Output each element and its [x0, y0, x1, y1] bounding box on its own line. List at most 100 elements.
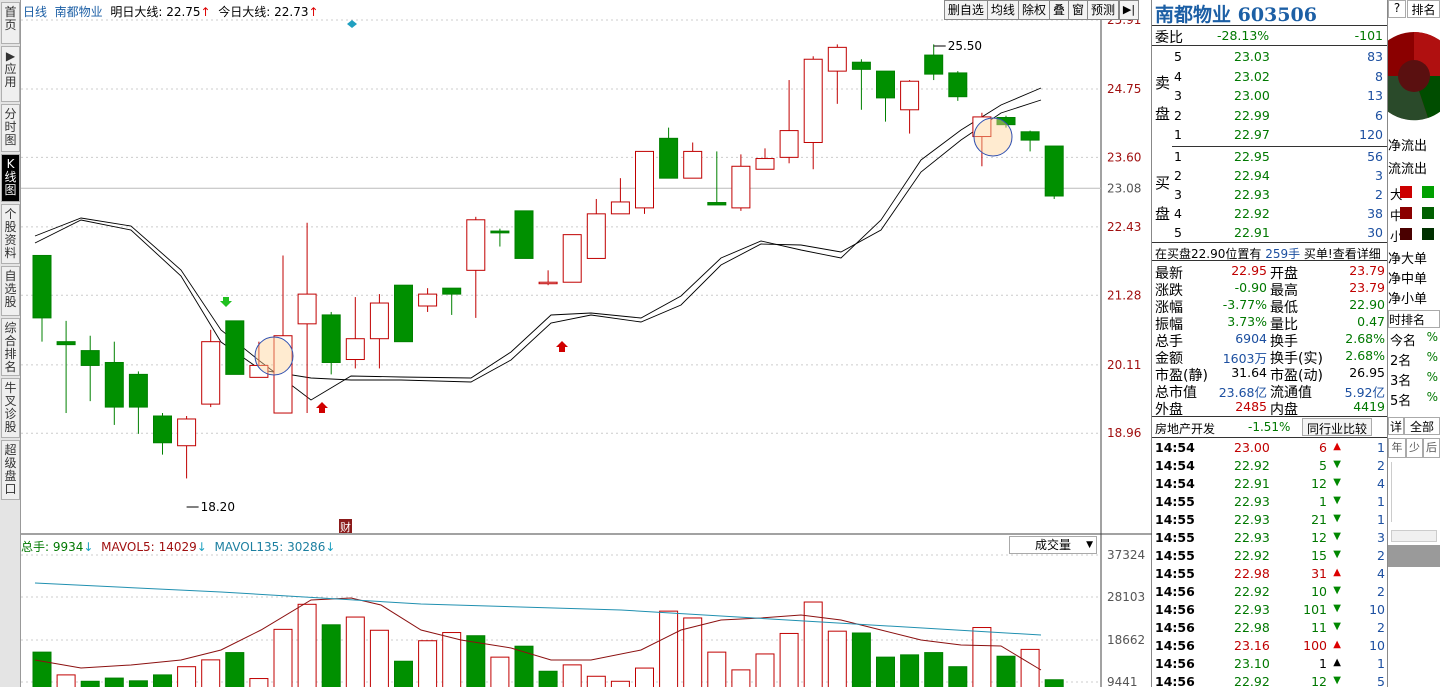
stat-value: 3.73%	[1227, 314, 1267, 329]
ask-price: 22.97	[1234, 127, 1270, 142]
volume-bar-up	[659, 610, 679, 687]
stat-label: 总手	[1155, 334, 1183, 350]
buy-signal-arrow-icon	[556, 341, 568, 352]
tick-volume: 12	[1311, 476, 1327, 491]
stock-title: 南都物业 603506	[1155, 4, 1317, 26]
stat-value: -0.90	[1234, 280, 1267, 295]
stat-label: 内盘	[1270, 402, 1298, 418]
mavol135-value: 30286	[287, 540, 326, 554]
candle-up	[827, 46, 847, 72]
fund-flow-pie	[1388, 32, 1440, 121]
net-order-label: 净中单	[1388, 272, 1428, 287]
tab-all[interactable]: 全部	[1404, 417, 1440, 435]
nav-tab-8[interactable]: 超级盘口	[1, 440, 20, 500]
candle-down	[924, 54, 944, 75]
mavol5-label: MAVOL5:	[101, 540, 155, 554]
tick-price: 23.16	[1234, 638, 1270, 653]
tick-time: 14:55	[1155, 566, 1195, 581]
volume-bar-up	[490, 656, 510, 687]
volume-bar-up	[779, 632, 799, 687]
nav-tab-7[interactable]: 牛叉诊股	[1, 378, 20, 438]
arrow-down-icon: ▼	[1333, 513, 1341, 524]
tick-count: 4	[1377, 476, 1385, 491]
bid-level: 2	[1174, 168, 1182, 183]
volume-bar-up	[586, 675, 606, 687]
nav-tab-2[interactable]: 分时图	[1, 104, 20, 152]
big-order-notice[interactable]: 在买盘22.90位置有 259手 买单!查看详细	[1155, 245, 1381, 262]
nav-tab-1[interactable]: ▶应用	[1, 46, 20, 102]
low-price-label: 18.20	[201, 500, 235, 514]
volume-bar-up	[731, 669, 751, 687]
arrow-down-icon: ▼	[1333, 675, 1341, 686]
volume-bar-down	[948, 666, 968, 687]
tick-volume: 6	[1319, 440, 1327, 455]
nav-tab-3[interactable]: K线图	[1, 154, 20, 202]
candle-up	[972, 116, 992, 138]
total-volume-value: 9934	[52, 540, 84, 554]
volume-indicator-select[interactable]: 成交量 ▼	[1009, 536, 1097, 554]
tab-detail[interactable]: 详	[1388, 417, 1404, 435]
volume-bar-up	[177, 666, 197, 687]
volume-bar-down	[924, 652, 944, 687]
rank-button[interactable]: 排名	[1407, 0, 1440, 18]
mini-table-footer	[1391, 530, 1437, 542]
toolbar-button-4[interactable]: 窗	[1067, 0, 1088, 20]
toolbar-button-1[interactable]: 均线	[986, 0, 1019, 20]
volume-bar-down	[876, 656, 895, 687]
volume-axis-label: 18662	[1107, 633, 1145, 647]
toolbar-button-5[interactable]: 预测	[1086, 0, 1119, 20]
scrollbar[interactable]	[1388, 545, 1440, 567]
candle-up	[297, 293, 317, 325]
stat-label: 流通值	[1270, 385, 1312, 401]
sell-side-label: 卖	[1155, 74, 1171, 92]
nav-tab-4[interactable]: 个股资料	[1, 204, 20, 264]
ask-level: 2	[1174, 107, 1182, 123]
nav-tab-5[interactable]: 自选股	[1, 266, 20, 316]
stat-label: 最新	[1155, 266, 1183, 282]
toolbar-button-3[interactable]: 叠	[1048, 0, 1069, 20]
price-axis-label: 18.96	[1107, 426, 1141, 440]
tick-time: 14:56	[1155, 674, 1195, 687]
price-axis-label: 24.75	[1107, 82, 1141, 96]
sector-name[interactable]: 房地产开发	[1155, 422, 1216, 436]
bid-volume: 38	[1367, 206, 1383, 221]
net-order-label: 净小单	[1388, 292, 1428, 307]
collapse-arrow-icon[interactable]: ▶|	[1119, 0, 1139, 20]
ask-level: 5	[1174, 49, 1182, 64]
toolbar-button-0[interactable]: 删自选	[943, 0, 988, 20]
candle-up	[900, 80, 920, 111]
bid-price: 22.95	[1234, 149, 1270, 164]
bid-volume: 56	[1367, 149, 1383, 164]
candle-up	[635, 150, 654, 209]
stat-label: 市盈(动)	[1270, 368, 1323, 384]
tick-volume: 21	[1311, 512, 1327, 527]
stat-label: 外盘	[1155, 402, 1183, 418]
volume-bar-down	[538, 670, 558, 687]
rank-row-pct: %	[1426, 330, 1438, 344]
price-axis-label: 22.43	[1107, 220, 1141, 234]
period-label: 日线	[23, 5, 48, 19]
toolbar-button-2[interactable]: 除权	[1017, 0, 1050, 20]
notice-link[interactable]: 买单!查看详细	[1303, 247, 1381, 261]
stat-value: 5.92亿	[1344, 385, 1385, 400]
buy-signal-arrow-icon	[316, 402, 328, 413]
industry-compare-button[interactable]: 同行业比较	[1302, 418, 1373, 436]
candle-up	[610, 201, 630, 215]
nav-tab-0[interactable]: 首页	[1, 2, 20, 44]
help-button[interactable]: ?	[1388, 0, 1406, 18]
tick-volume: 5	[1319, 458, 1327, 473]
candle-up	[201, 341, 221, 405]
down-arrow-icon: ↓	[196, 540, 207, 554]
volume-bar-up	[418, 640, 438, 687]
volume-bar-up	[297, 603, 317, 687]
tick-count: 2	[1377, 584, 1385, 599]
mavol135-line	[34, 582, 1042, 636]
volume-bar-down	[1044, 679, 1064, 687]
nav-tab-6[interactable]: 综合排名	[1, 318, 20, 376]
stat-label: 涨跌	[1155, 283, 1183, 299]
quote-panel: 南都物业 603506 委比 -28.13% -101 卖 盘 5 23.03 83…	[1152, 0, 1388, 687]
tick-time: 14:55	[1155, 512, 1195, 527]
arrow-up-icon: ▲	[1333, 567, 1341, 578]
bid-level: 3	[1174, 187, 1182, 202]
tick-price: 22.92	[1234, 584, 1270, 599]
